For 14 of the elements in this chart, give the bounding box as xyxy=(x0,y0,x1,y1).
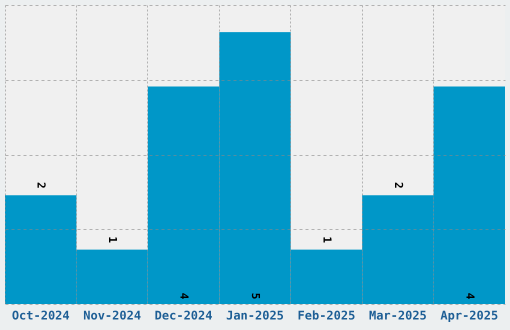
x-tick-label: Oct-2024 xyxy=(12,308,70,322)
data-label: 1 xyxy=(320,236,334,244)
x-tick-label: Mar-2025 xyxy=(368,308,427,322)
data-label: 4 xyxy=(178,292,191,300)
x-tick-label: Apr-2025 xyxy=(440,308,498,322)
data-label: 4 xyxy=(463,292,476,300)
x-tick-label: Dec-2024 xyxy=(154,308,212,322)
data-label: 2 xyxy=(392,182,405,189)
data-label: 1 xyxy=(106,236,120,244)
data-label: 2 xyxy=(34,182,48,189)
x-tick-label: Feb-2025 xyxy=(298,308,356,322)
x-tick-label: Nov-2024 xyxy=(83,308,142,322)
x-tick-label: Jan-2025 xyxy=(226,308,284,322)
data-label: 5 xyxy=(249,292,262,300)
